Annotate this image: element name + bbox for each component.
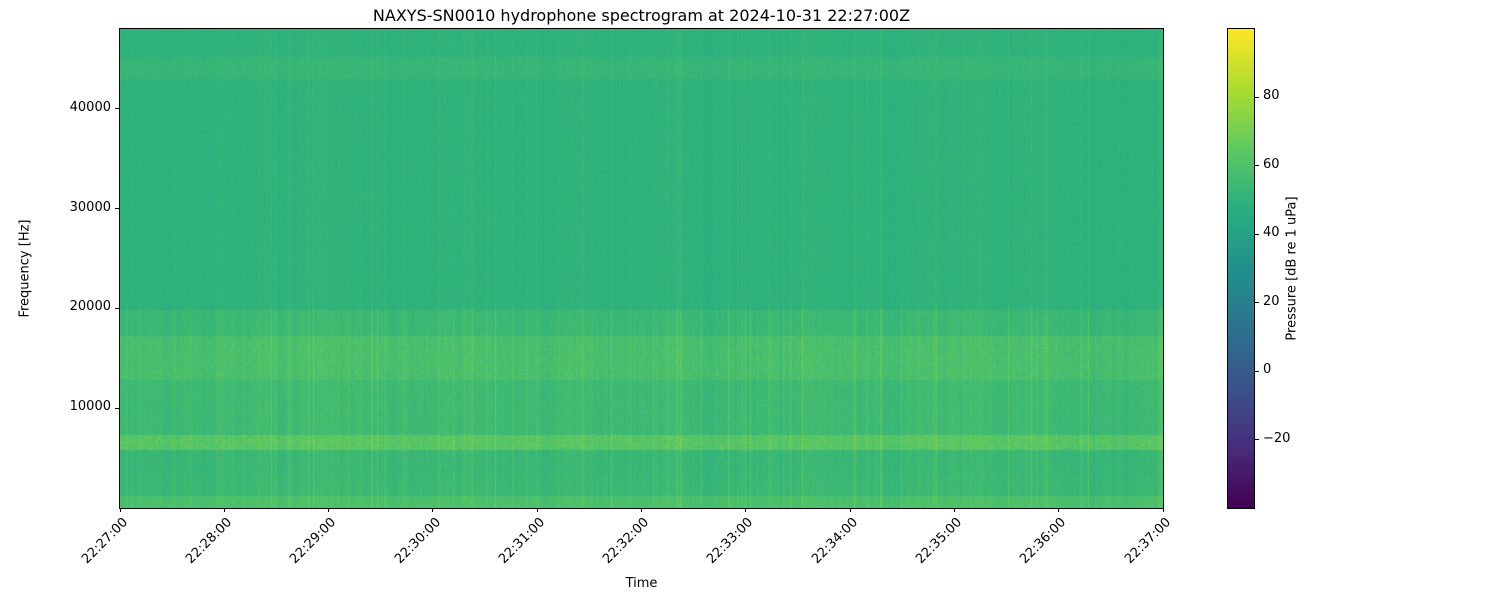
y-axis-label: Frequency [Hz] [17,219,33,318]
y-tick-mark [115,307,119,309]
colorbar-label: Pressure [dB re 1 uPa] [1284,196,1300,341]
colorbar-tick-label: 40 [1263,225,1280,241]
x-tick-mark [953,508,955,512]
colorbar-tick-mark [1255,165,1259,167]
x-tick-label-text: 22:33:00 [704,515,757,567]
y-tick-mark [115,407,119,409]
x-tick-mark [1162,508,1164,512]
x-tick-label-text: 22:27:00 [78,515,131,567]
spectrogram-heatmap [120,29,1163,508]
colorbar-tick-label: 20 [1263,293,1280,309]
x-tick-mark [119,508,121,512]
colorbar-gradient [1228,29,1254,508]
colorbar-tick-label: 0 [1263,362,1272,378]
chart-title: NAXYS-SN0010 hydrophone spectrogram at 2… [372,6,911,25]
x-tick-label-text: 22:37:00 [1121,515,1174,567]
x-tick-label-text: 22:32:00 [600,515,653,567]
x-tick-mark [641,508,642,512]
colorbar-tick-mark [1255,439,1259,441]
x-tick-label-text: 22:30:00 [391,515,444,567]
x-axis-label: Time [625,576,658,591]
colorbar-tick-mark [1255,96,1259,98]
x-tick-mark [223,508,225,512]
x-tick-label-text: 22:36:00 [1017,515,1070,567]
x-tick-mark [432,508,434,512]
x-tick-label-text: 22:35:00 [913,515,965,567]
y-tick-mark [115,108,119,110]
colorbar-tick-label: 60 [1263,156,1280,172]
y-tick-mark [115,208,119,210]
x-tick-label-text: 22:31:00 [495,515,548,567]
colorbar-tick-mark [1255,370,1259,372]
x-tick-label-text: 22:28:00 [183,515,235,567]
x-tick-mark [328,508,330,512]
x-tick-mark [1058,508,1060,512]
x-tick-mark [536,508,538,512]
x-tick-mark [849,508,851,512]
colorbar-tick-mark [1255,302,1259,304]
colorbar-tick-mark [1255,233,1259,235]
x-tick-label-text: 22:34:00 [808,515,861,567]
colorbar-tick-label: 80 [1263,88,1280,104]
x-tick-label-text: 22:29:00 [287,515,340,567]
x-tick-mark [745,508,747,512]
